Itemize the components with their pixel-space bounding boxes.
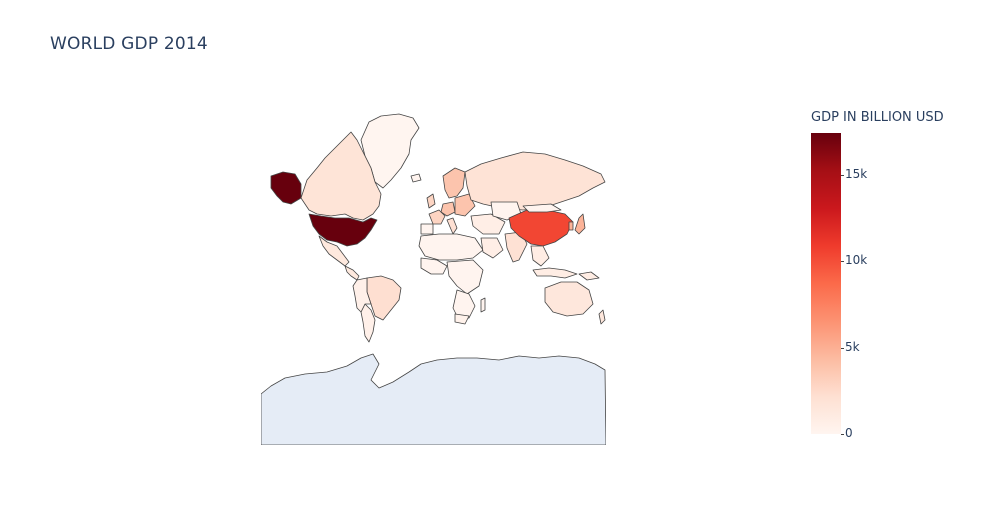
country-italy[interactable] — [446, 217, 458, 235]
country-central-america[interactable] — [344, 265, 360, 281]
world-map[interactable] — [261, 110, 606, 445]
country-eastern-europe[interactable] — [454, 193, 476, 217]
country-saudi-arabia[interactable] — [480, 237, 504, 259]
colorbar-tick-label: 5k — [845, 339, 860, 354]
map-canvas[interactable] — [261, 110, 606, 445]
colorbar-tick-label: 10k — [845, 253, 868, 268]
colorbar-title: GDP IN BILLION USD — [811, 110, 944, 125]
country-south-africa[interactable] — [454, 313, 470, 325]
country-north-africa[interactable] — [418, 233, 484, 261]
colorbar-tick-mark — [841, 347, 844, 349]
country-germany[interactable] — [440, 201, 456, 217]
country-russia[interactable] — [464, 151, 606, 211]
country-australia[interactable] — [544, 281, 594, 317]
country-argentina[interactable] — [360, 303, 376, 343]
country-southeast-asia[interactable] — [530, 245, 550, 267]
country-spain[interactable] — [420, 223, 434, 235]
countries-layer — [261, 113, 606, 445]
country-united-kingdom[interactable] — [426, 193, 436, 209]
chart-title: WORLD GDP 2014 — [50, 34, 208, 54]
country-japan[interactable] — [574, 213, 586, 235]
colorbar-tick-mark — [841, 174, 844, 176]
colorbar-tick-mark — [841, 261, 844, 263]
colorbar-gradient — [811, 133, 841, 434]
country-central-africa[interactable] — [446, 259, 484, 295]
country-west-africa[interactable] — [420, 257, 448, 275]
colorbar-tick-label: 0 — [845, 426, 853, 440]
country-alaska[interactable] — [270, 171, 302, 205]
country-madagascar[interactable] — [480, 297, 486, 313]
colorbar-tick-mark — [841, 434, 844, 435]
country-new-zealand[interactable] — [598, 309, 606, 325]
country-mexico[interactable] — [318, 235, 350, 267]
country-korea[interactable] — [568, 221, 574, 231]
country-indonesia[interactable] — [532, 267, 578, 279]
country-canada[interactable] — [300, 131, 382, 221]
country-southern-africa[interactable] — [452, 289, 476, 321]
country-united-states[interactable] — [308, 213, 378, 247]
country-scandinavia[interactable] — [442, 167, 466, 199]
country-antarctica[interactable] — [261, 353, 606, 445]
country-iceland[interactable] — [410, 173, 422, 183]
country-south-america-west[interactable] — [352, 277, 372, 313]
country-mongolia[interactable] — [522, 203, 562, 213]
country-middle-east[interactable] — [470, 213, 506, 235]
country-france[interactable] — [428, 209, 446, 225]
country-papua[interactable] — [578, 271, 600, 281]
colorbar-tick-label: 15k — [845, 166, 868, 181]
